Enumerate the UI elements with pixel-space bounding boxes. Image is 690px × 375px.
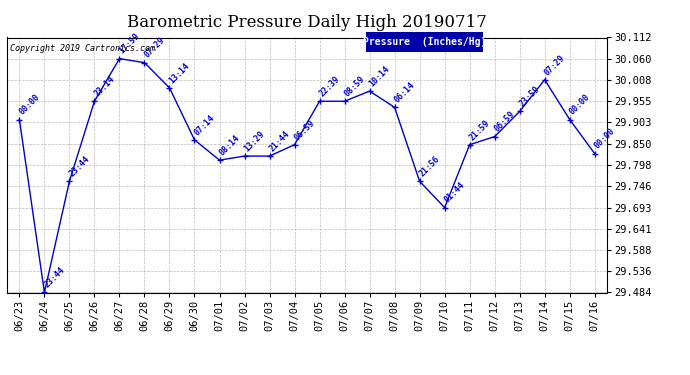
Text: 23:44: 23:44 [42,266,66,290]
Text: 10:14: 10:14 [367,64,391,88]
Text: 06:14: 06:14 [393,81,417,105]
Text: 07:14: 07:14 [193,113,217,137]
Text: 01:44: 01:44 [442,181,466,205]
Text: 21:56: 21:56 [417,154,442,178]
Text: 00:00: 00:00 [567,93,591,117]
Text: 00:00: 00:00 [593,127,617,151]
Text: 08:59: 08:59 [342,74,366,99]
Text: 21:44: 21:44 [267,129,291,153]
Text: 13:29: 13:29 [242,129,266,153]
Text: 06:59: 06:59 [493,110,517,134]
Text: 07:29: 07:29 [542,53,566,77]
Text: 23:14: 23:14 [92,74,117,99]
Text: 08:14: 08:14 [217,133,241,158]
Text: 21:59: 21:59 [467,118,491,142]
Title: Barometric Pressure Daily High 20190717: Barometric Pressure Daily High 20190717 [127,14,487,31]
Text: 23:44: 23:44 [67,154,91,178]
Text: 23:59: 23:59 [518,85,542,109]
Text: 06:59: 06:59 [293,118,317,142]
Text: 07:29: 07:29 [142,36,166,60]
Text: 17:59: 17:59 [117,32,141,56]
Text: 13:14: 13:14 [167,61,191,85]
Text: Copyright 2019 Cartronics.com: Copyright 2019 Cartronics.com [10,44,155,53]
Text: 22:39: 22:39 [317,74,342,99]
Text: 00:00: 00:00 [17,93,41,117]
